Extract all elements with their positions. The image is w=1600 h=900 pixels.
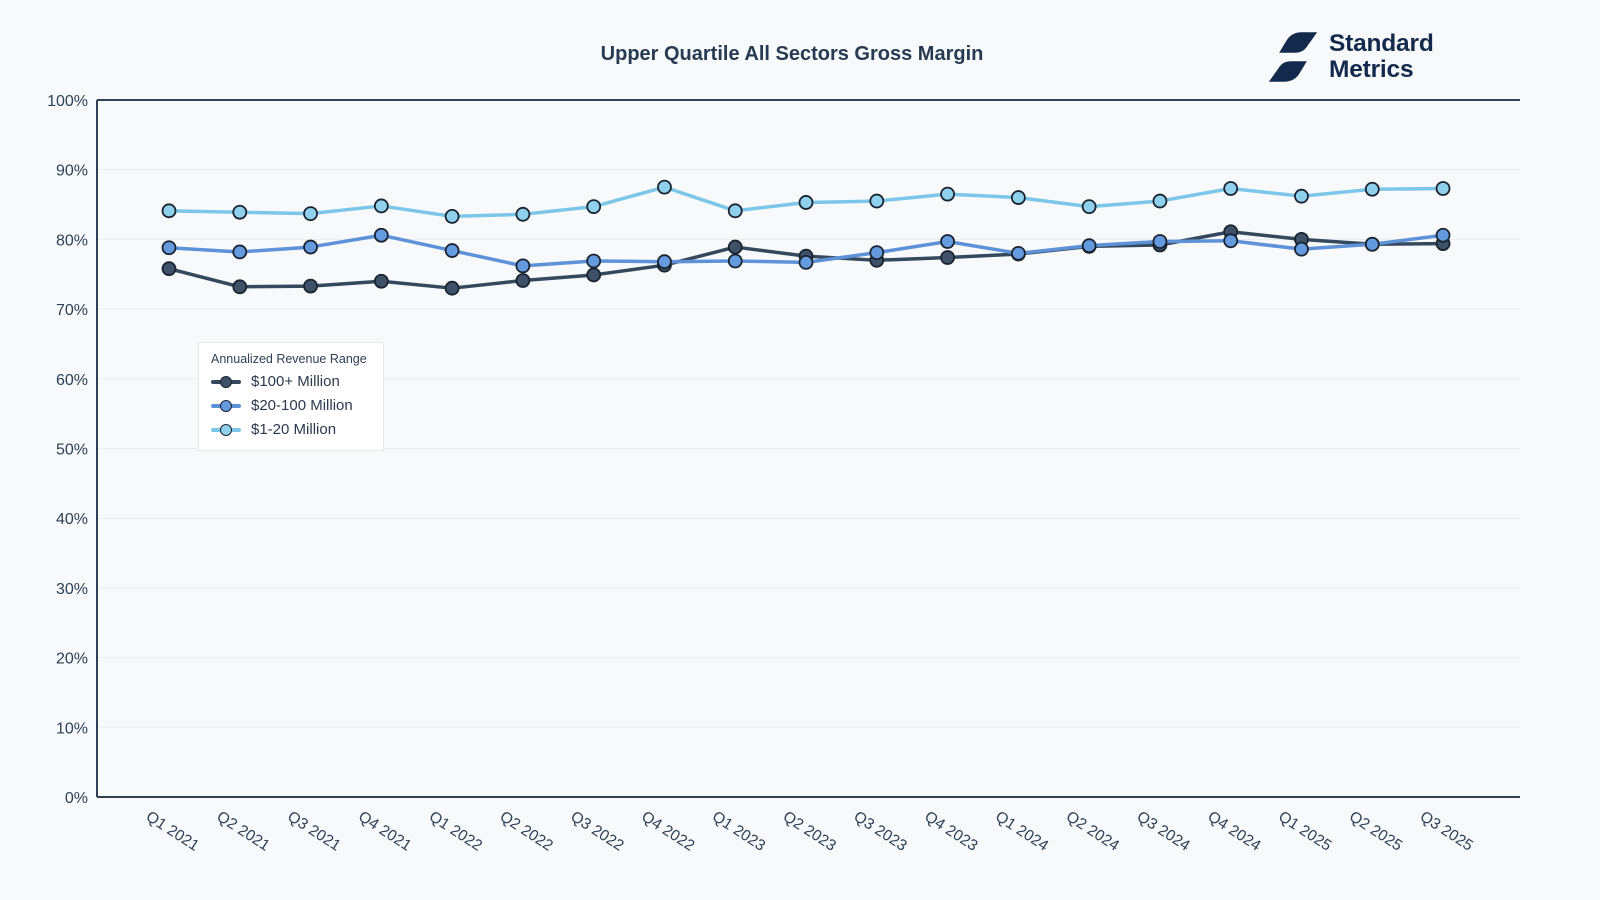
data-point[interactable] [727,253,743,269]
data-point[interactable] [444,243,460,258]
x-tick-label: Q1 2021 [143,808,202,855]
y-tick-label: 70% [56,302,88,319]
x-tick-label: Q2 2023 [780,808,839,855]
x-tick-label: Q3 2022 [568,808,627,855]
data-point[interactable] [232,244,248,260]
data-point[interactable] [232,279,248,295]
data-point[interactable] [1223,233,1239,249]
data-point[interactable] [303,206,318,222]
chart-title: Upper Quartile All Sectors Gross Margin [600,43,984,65]
brand-name-line1: Standard [1329,30,1434,57]
data-point[interactable] [727,239,743,255]
data-point[interactable] [444,280,460,296]
x-tick-label: Q2 2022 [497,808,556,855]
y-tick-label: 40% [56,511,88,528]
data-point[interactable] [1010,245,1026,261]
x-tick-label: Q2 2021 [214,808,273,855]
legend-item-label: $100+ Million [251,373,340,390]
data-point[interactable] [940,234,955,249]
data-point[interactable] [161,203,177,219]
data-point[interactable] [444,208,460,224]
x-tick-label: Q1 2024 [992,808,1051,855]
legend-item-100plus-million[interactable]: $100+ Million [211,373,367,390]
data-point[interactable] [1435,227,1451,243]
series-marker-icon [211,423,241,436]
data-point[interactable] [515,206,531,222]
brand-name: Standard Metrics [1329,31,1434,83]
y-tick-label: 10% [56,720,88,737]
data-point[interactable] [373,227,389,243]
data-point[interactable] [161,240,177,256]
data-point[interactable] [586,199,602,215]
data-point[interactable] [1081,238,1097,254]
brand-name-line2: Metrics [1329,56,1414,83]
x-tick-label: Q4 2023 [921,808,980,855]
data-point[interactable] [586,253,602,269]
x-tick-label: Q2 2025 [1346,808,1405,855]
y-tick-label: 60% [56,372,88,389]
data-point[interactable] [1223,181,1239,196]
data-point[interactable] [1152,193,1168,209]
legend-item-label: $20-100 Million [251,397,353,414]
data-point[interactable] [515,258,531,274]
data-point[interactable] [303,278,318,294]
y-tick-label: 20% [56,651,88,668]
data-point[interactable] [798,255,814,270]
data-point[interactable] [940,186,955,202]
y-tick-label: 80% [56,232,88,249]
data-point[interactable] [515,273,531,288]
y-tick-label: 50% [56,442,88,459]
legend-item-1-20-million[interactable]: $1-20 Million [211,421,367,438]
legend-item-20-100-million[interactable]: $20-100 Million [211,397,367,414]
series-marker-icon [211,399,241,412]
x-tick-label: Q1 2022 [426,808,485,855]
data-point[interactable] [727,203,743,219]
data-point[interactable] [1081,199,1097,215]
y-tick-label: 30% [56,581,88,598]
data-point[interactable] [1435,181,1451,196]
data-point[interactable] [586,267,602,283]
y-tick-label: 100% [47,93,88,110]
data-point[interactable] [1152,234,1168,249]
x-tick-label: Q1 2023 [709,808,768,855]
x-tick-label: Q3 2021 [284,808,343,855]
x-tick-label: Q3 2023 [851,808,910,855]
data-point[interactable] [373,273,389,289]
data-point[interactable] [869,245,885,261]
data-point[interactable] [657,179,672,195]
data-point[interactable] [303,239,318,255]
x-tick-label: Q4 2021 [355,808,414,855]
x-tick-label: Q4 2022 [638,808,697,855]
data-point[interactable] [373,198,389,214]
y-tick-label: 0% [65,790,88,807]
x-tick-label: Q4 2024 [1205,808,1264,855]
data-point[interactable] [1294,241,1309,257]
data-point[interactable] [940,250,955,265]
legend-item-label: $1-20 Million [251,421,337,438]
x-tick-label: Q3 2025 [1417,808,1476,855]
standard-metrics-logo-icon [1268,32,1318,82]
data-point[interactable] [657,254,672,270]
data-point[interactable] [232,204,248,220]
data-point[interactable] [1364,181,1380,197]
data-point[interactable] [1364,236,1380,252]
x-tick-label: Q1 2025 [1275,808,1334,855]
x-tick-label: Q3 2024 [1134,808,1193,855]
series-marker-icon [211,375,241,388]
data-point[interactable] [869,193,885,209]
data-point[interactable] [798,195,814,210]
x-tick-label: Q2 2024 [1063,808,1122,855]
brand-logo: Standard Metrics [1266,30,1434,84]
legend-title: Annualized Revenue Range [211,352,367,366]
data-point[interactable] [161,261,177,277]
data-point[interactable] [1010,190,1026,205]
data-point[interactable] [1294,188,1309,204]
y-tick-label: 90% [56,163,88,180]
chart-legend: Annualized Revenue Range $100+ Million $… [198,342,384,451]
